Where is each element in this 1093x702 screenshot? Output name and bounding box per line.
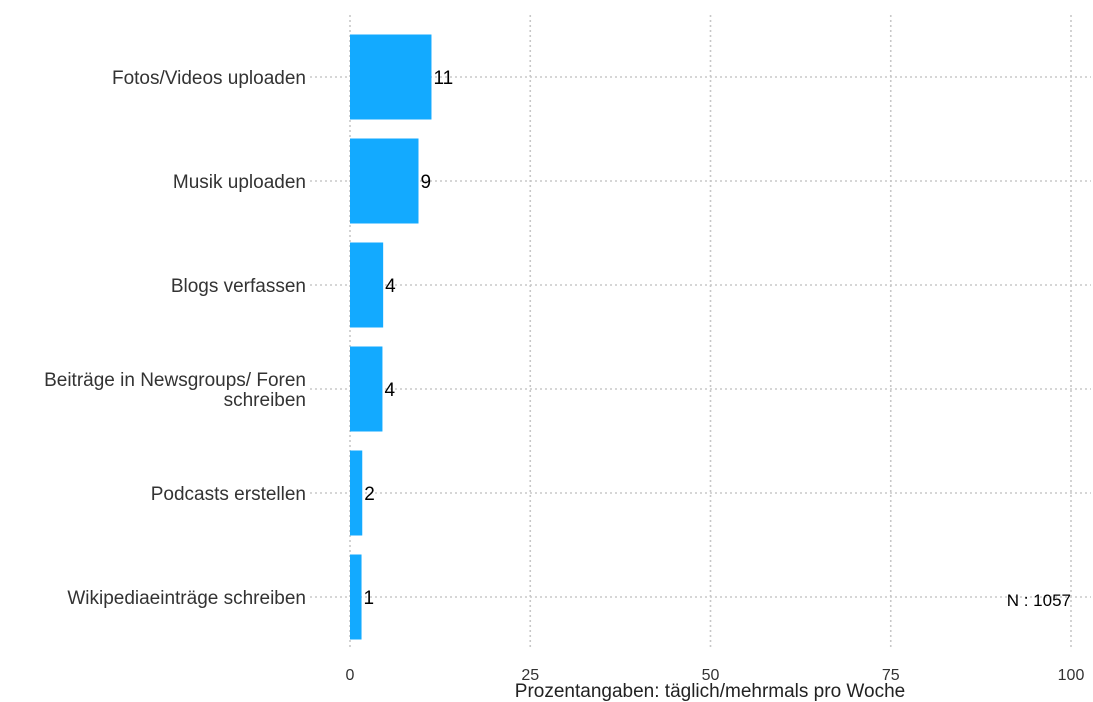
x-tick-label: 75	[882, 667, 900, 684]
bar	[350, 138, 419, 224]
value-label: 2	[364, 484, 375, 505]
value-label: 1	[364, 588, 375, 609]
value-labels: 11 9 4 4 2 1	[364, 68, 454, 609]
value-label: 11	[433, 68, 453, 89]
x-tick-label: 100	[1058, 667, 1085, 684]
bar	[350, 34, 432, 120]
x-tick-label: 50	[702, 667, 720, 684]
value-label: 9	[420, 172, 431, 193]
category-label: Wikipediaeinträge schreiben	[67, 588, 306, 609]
bar	[350, 450, 363, 536]
x-tick-label: 25	[521, 667, 539, 684]
value-label: 4	[385, 276, 396, 297]
bars	[350, 34, 432, 640]
category-label: Blogs verfassen	[171, 276, 306, 297]
x-axis-title: Prozentangaben: täglich/mehrmals pro Woc…	[515, 681, 905, 702]
category-label: Musik uploaden	[173, 172, 306, 193]
category-label: Fotos/Videos uploaden	[112, 68, 306, 89]
category-labels: Fotos/Videos uploaden Musik uploaden Blogs…	[44, 68, 306, 609]
x-tick-label: 0	[346, 667, 355, 684]
bar	[350, 242, 384, 328]
sample-size-annotation: N : 1057	[1007, 591, 1071, 610]
value-label: 4	[384, 380, 395, 401]
category-label: schreiben	[224, 390, 306, 411]
bar	[350, 554, 362, 640]
bar	[350, 346, 383, 432]
x-axis-ticks: 0 25 50 75 100	[346, 667, 1085, 684]
grid-lines	[310, 15, 1091, 650]
category-label: Beiträge in Newsgroups/ Foren	[44, 370, 306, 391]
category-label: Podcasts erstellen	[151, 484, 306, 505]
